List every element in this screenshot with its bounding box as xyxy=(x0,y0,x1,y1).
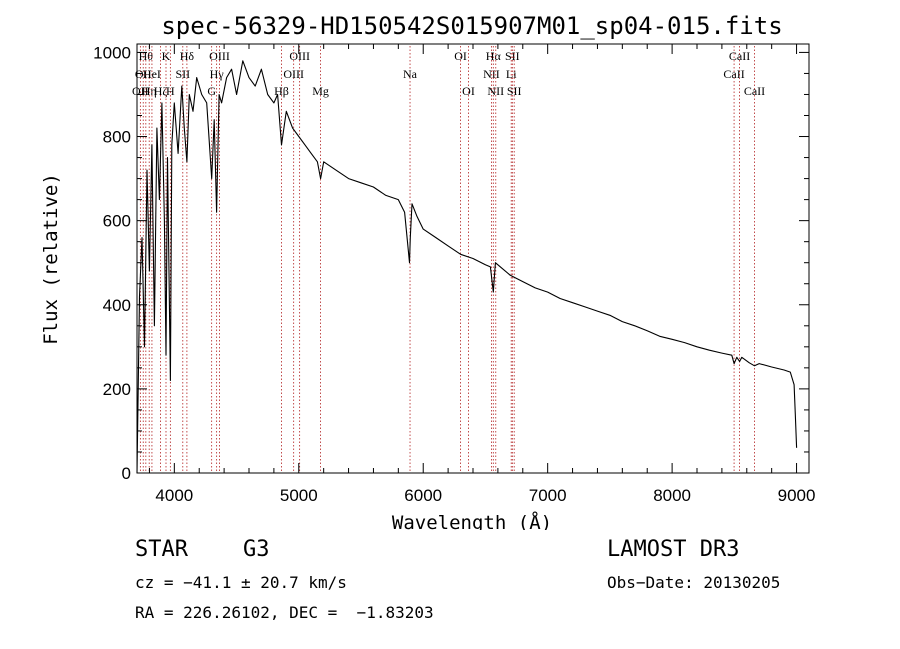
y-tick-label-4: 800 xyxy=(103,128,131,147)
line-marker-label-24: SII xyxy=(505,49,520,63)
line-marker-label-23: Li xyxy=(506,67,517,81)
line-marker-label-14: OIII xyxy=(283,67,304,81)
line-marker-label-0: OII xyxy=(132,84,149,98)
spectrum-chart: spec-56329-HD150542S015907M01_sp04-015.f… xyxy=(40,12,815,530)
line-marker-label-15: OIII xyxy=(289,49,310,63)
line-marker-label-16: Mg xyxy=(312,84,329,98)
line-marker-label-25: SII xyxy=(507,84,522,98)
line-marker-label-27: CaII xyxy=(729,49,750,63)
line-marker-label-13: Hβ xyxy=(274,84,289,98)
x-tick-label-4: 8000 xyxy=(653,486,691,505)
line-marker-label-26: CaII xyxy=(723,67,744,81)
data-series xyxy=(136,60,798,474)
x-tick-label-2: 6000 xyxy=(404,486,442,505)
object-class: STAR xyxy=(135,537,188,562)
observation-date: Obs−Date: 20130205 xyxy=(607,573,781,592)
spectral-subclass: G3 xyxy=(243,537,270,562)
axis-ticks: 4000 5000 6000 7000 8000 9000 0 200 400 600 800 100… xyxy=(93,43,815,505)
line-marker-label-8: SII xyxy=(175,67,190,81)
y-tick-label-5: 1000 xyxy=(93,43,131,62)
y-axis-label: Flux (relative) xyxy=(40,173,62,345)
x-tick-label-0: 4000 xyxy=(155,486,193,505)
line-marker-label-7: H xyxy=(166,84,175,98)
line-marker-label-20: NII xyxy=(483,67,500,81)
y-tick-label-2: 400 xyxy=(103,296,131,315)
line-marker-label-19: OI xyxy=(462,84,475,98)
line-marker-label-2: Hθ xyxy=(139,49,154,63)
line-markers: OIIOIIHθHηHeIHζKHSIIHδGHγOIIIHβOIIIOIIIM… xyxy=(132,46,765,473)
x-tick-label-5: 9000 xyxy=(778,486,816,505)
line-marker-label-3: Hη xyxy=(142,84,157,98)
x-axis-label: Wavelength (Å) xyxy=(392,511,552,530)
y-tick-label-1: 200 xyxy=(103,380,131,399)
line-marker-label-12: OIII xyxy=(209,49,230,63)
line-marker-label-5: Hζ xyxy=(154,84,168,98)
line-marker-label-22: NII xyxy=(487,84,504,98)
line-marker-label-11: Hγ xyxy=(210,67,225,81)
x-tick-label-1: 5000 xyxy=(280,486,318,505)
line-marker-label-4: HeI xyxy=(143,67,161,81)
chart-title: spec-56329-HD150542S015907M01_sp04-015.f… xyxy=(161,12,782,40)
line-marker-label-10: G xyxy=(207,84,216,98)
line-marker-label-9: Hδ xyxy=(180,49,195,63)
line-marker-label-21: Hα xyxy=(486,49,502,63)
y-tick-label-3: 600 xyxy=(103,212,131,231)
survey-name: LAMOST DR3 xyxy=(607,537,740,562)
line-marker-label-18: OI xyxy=(454,49,467,63)
sky-coordinates: RA = 226.26102, DEC = −1.83203 xyxy=(135,603,434,622)
series-line-flux xyxy=(136,60,798,474)
line-marker-label-6: K xyxy=(162,49,171,63)
x-tick-label-3: 7000 xyxy=(529,486,567,505)
line-marker-label-28: CaII xyxy=(744,84,765,98)
line-marker-label-1: OII xyxy=(135,67,152,81)
redshift-velocity: cz = −41.1 ± 20.7 km/s xyxy=(135,573,347,592)
y-tick-label-0: 0 xyxy=(122,464,131,483)
line-marker-label-17: Na xyxy=(403,67,418,81)
